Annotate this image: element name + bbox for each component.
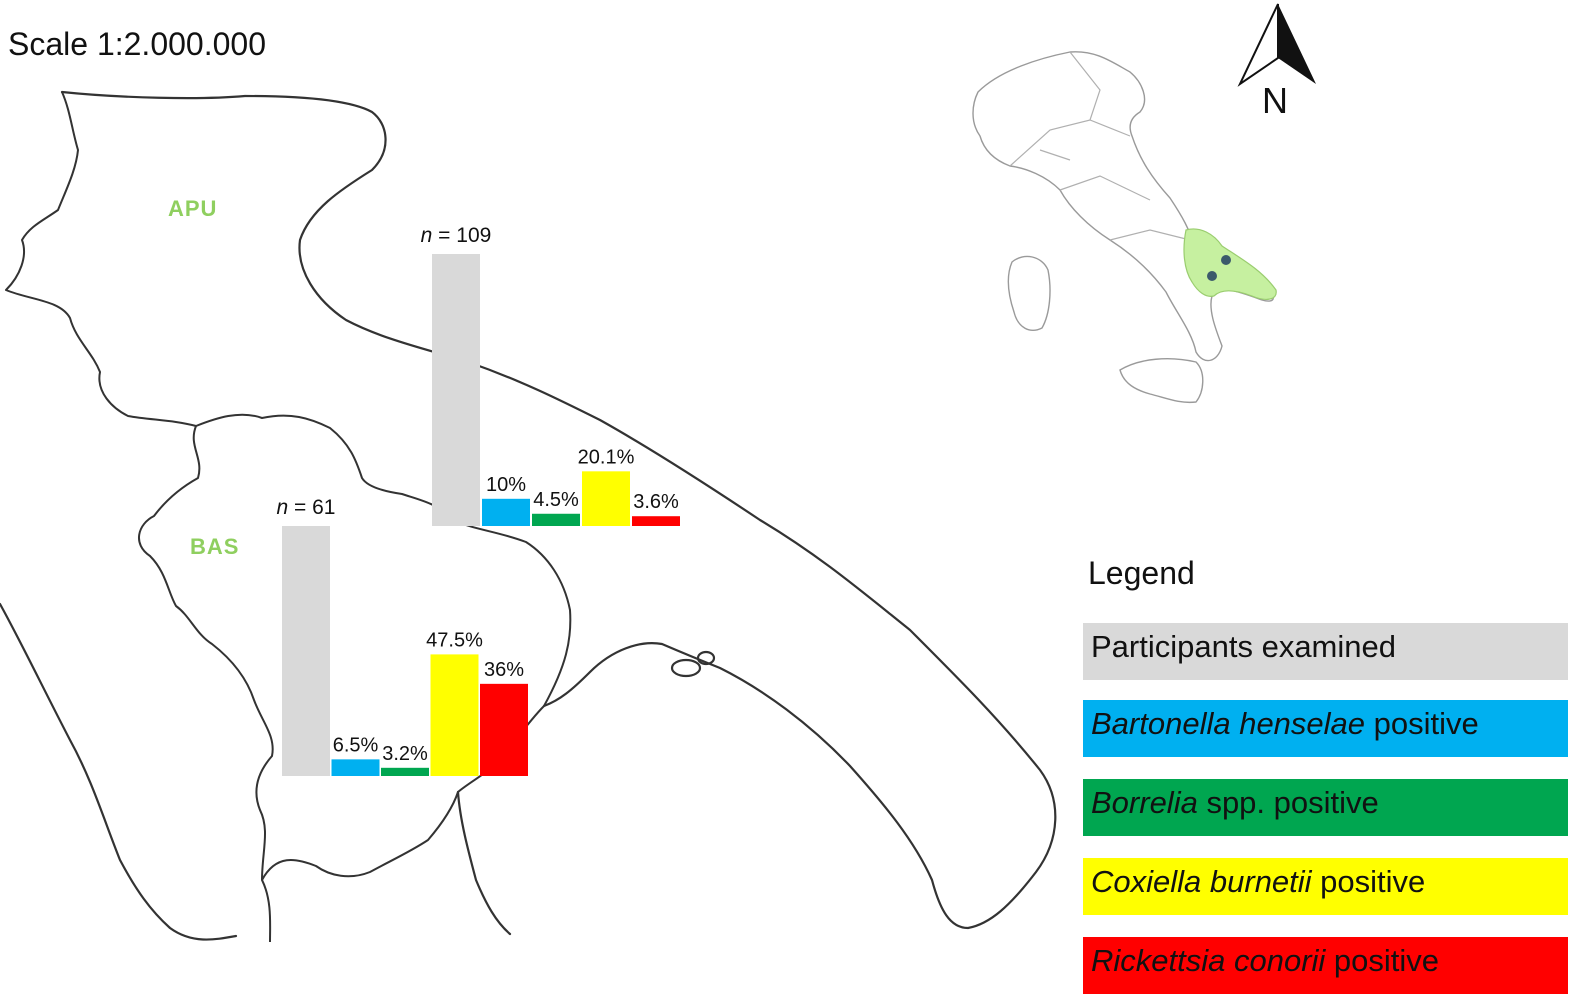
legend-item-borrelia: Borrelia spp. positive [1083, 779, 1568, 836]
legend-item-text: Participants examined [1091, 629, 1396, 664]
small-island [696, 650, 716, 666]
bar-bas-participants [282, 526, 330, 776]
bar-apu-bartonella [482, 498, 530, 526]
italy-internal-borders [1009, 51, 1191, 241]
legend-item-text: spp. positive [1197, 785, 1379, 820]
legend-item-coxiella: Coxiella burnetii positive [1083, 858, 1568, 915]
bar-apu-coxiella [582, 471, 630, 526]
legend-title: Legend [1088, 555, 1195, 591]
legend-item-italic-text: Borrelia [1091, 785, 1198, 820]
apulia-basilicata-highlight [1183, 228, 1277, 300]
legend-item-italic-text: Coxiella burnetii [1091, 864, 1312, 899]
legend-item-rickettsia: Rickettsia conorii positive [1083, 937, 1568, 994]
data-label-bas-rickettsia: 36% [484, 659, 524, 681]
north-arrow-icon [1237, 3, 1316, 87]
tyrrhenian-coast [0, 602, 238, 941]
region-label-bas: BAS [190, 534, 240, 559]
chart-bas: 6.5% 3.2% 47.5%36% n = 61 [277, 496, 528, 776]
legend-item-text: positive [1311, 864, 1426, 899]
data-label-apu-rickettsia: 3.6% [633, 491, 679, 513]
data-label-apu-coxiella: 20.1% [578, 446, 635, 468]
tremiti-island [670, 658, 702, 678]
apulia-border [5, 91, 572, 707]
region-label-apu: APU [168, 196, 218, 221]
legend-item-italic-text: Rickettsia conorii [1091, 943, 1326, 978]
basilicata-border [138, 425, 274, 943]
bar-bas-borrelia [381, 767, 429, 776]
data-label-bas-borrelia: 3.2% [382, 743, 428, 765]
study-site-marker-apu [1221, 255, 1231, 265]
data-label-apu-bartonella: 10% [486, 474, 526, 496]
bar-apu-rickettsia [632, 516, 680, 526]
bar-bas-coxiella [430, 654, 479, 776]
apulia-coastline [60, 90, 1057, 930]
legend-item-bartonella: Bartonella henselae positive [1083, 700, 1568, 757]
legend-item-participants: Participants examined [1083, 623, 1568, 680]
legend-item-text: positive [1325, 943, 1440, 978]
study-site-marker-bas [1207, 271, 1217, 281]
data-label-bas-coxiella: 47.5% [426, 629, 483, 651]
sardinia-outline [1007, 255, 1051, 331]
italy-inset-map [972, 51, 1277, 404]
calabria-coast [456, 790, 512, 936]
bar-apu-borrelia [532, 513, 580, 526]
bar-apu-participants [432, 254, 480, 526]
sample-size-label-apu: n = 109 [421, 224, 492, 247]
legend-item-text: positive [1365, 706, 1479, 741]
data-label-apu-borrelia: 4.5% [533, 489, 579, 511]
bar-bas-bartonella [331, 759, 380, 776]
bar-bas-rickettsia [480, 683, 528, 776]
data-label-bas-bartonella: 6.5% [333, 734, 379, 756]
scale-label: Scale 1:2.000.000 [8, 26, 266, 62]
legend-item-italic-text: Bartonella henselae [1091, 706, 1366, 741]
north-label: N [1262, 80, 1288, 121]
sicily-outline [1119, 358, 1204, 404]
chart-apu: 10% 4.5% 20.1% 3.6% n = 109 [421, 224, 680, 526]
sample-size-label-bas: n = 61 [277, 496, 336, 519]
